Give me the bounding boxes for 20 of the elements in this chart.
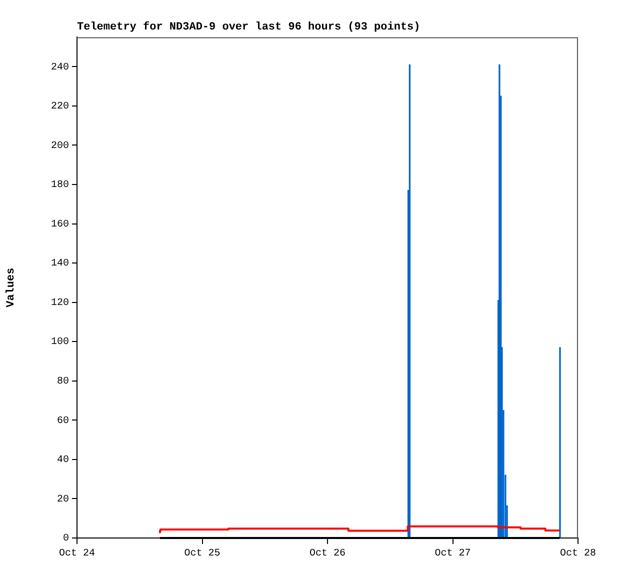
y-tick-label: 0 [62,534,69,545]
y-tick-label: 120 [50,298,69,309]
y-tick-label: 20 [56,494,69,506]
y-tick-label: 100 [50,337,69,348]
y-tick-label: 200 [50,140,69,152]
y-tick-label: 60 [56,416,69,427]
y-tick-label: 180 [50,180,69,192]
x-tick-label: Oct 24 [58,548,96,560]
x-tick-label: Oct 26 [309,548,346,560]
y-axis-title: Values [5,268,18,308]
y-tick-label: 80 [56,376,69,388]
y-tick-label: 40 [56,455,69,466]
x-tick-label: Oct 27 [434,548,471,560]
x-tick-label: Oct 25 [184,548,220,560]
x-tick-label: Oct 28 [560,548,596,560]
chart-title: Telemetry for ND3AD-9 over last 96 hours (93 points) [77,20,420,34]
y-tick-label: 140 [50,258,69,270]
y-tick-label: 220 [50,102,69,113]
y-tick-label: 160 [50,219,69,230]
y-tick-label: 240 [50,62,69,74]
